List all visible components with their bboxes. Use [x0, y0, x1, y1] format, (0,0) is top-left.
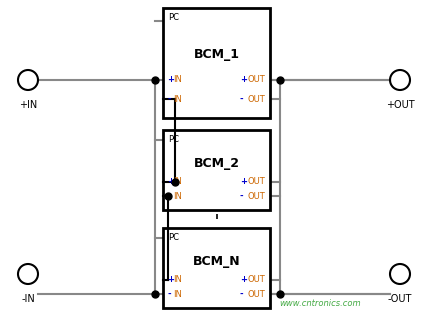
Text: IN: IN: [173, 178, 182, 186]
Text: BCM_1: BCM_1: [194, 48, 239, 61]
Text: PC: PC: [168, 135, 179, 144]
Text: +: +: [240, 178, 247, 186]
Text: BCM_N: BCM_N: [193, 255, 240, 268]
Text: +: +: [240, 75, 247, 84]
Text: -: -: [240, 290, 244, 299]
Text: +: +: [167, 276, 174, 284]
Text: -OUT: -OUT: [388, 294, 412, 304]
Text: PC: PC: [168, 233, 179, 242]
Text: OUT: OUT: [248, 95, 266, 104]
Text: -: -: [167, 192, 171, 201]
Text: BCM_2: BCM_2: [194, 157, 239, 170]
Text: -: -: [240, 192, 244, 201]
Text: OUT: OUT: [248, 192, 266, 201]
Text: -: -: [167, 95, 171, 104]
Text: OUT: OUT: [248, 178, 266, 186]
Text: OUT: OUT: [248, 290, 266, 299]
Text: +IN: +IN: [19, 100, 37, 110]
Text: +: +: [167, 178, 174, 186]
Text: -: -: [240, 95, 244, 104]
Text: +: +: [167, 75, 174, 84]
Text: OUT: OUT: [248, 276, 266, 284]
Text: www.cntronics.com: www.cntronics.com: [279, 299, 361, 308]
Text: IN: IN: [173, 276, 182, 284]
Text: OUT: OUT: [248, 75, 266, 84]
Text: IN: IN: [173, 192, 182, 201]
Text: IN: IN: [173, 95, 182, 104]
Bar: [163, 228, 270, 308]
Text: PC: PC: [168, 13, 179, 22]
Text: -: -: [167, 290, 171, 299]
Text: +: +: [240, 276, 247, 284]
Text: IN: IN: [173, 290, 182, 299]
Text: -IN: -IN: [21, 294, 35, 304]
Bar: [163, 8, 270, 118]
Bar: [163, 130, 270, 210]
Text: +OUT: +OUT: [386, 100, 414, 110]
Text: IN: IN: [173, 75, 182, 84]
